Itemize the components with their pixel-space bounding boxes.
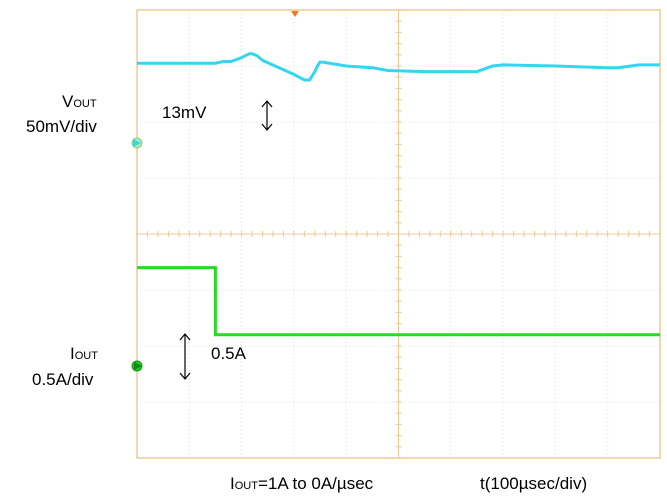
- vout-ground-marker: [131, 137, 143, 149]
- trigger-position-marker: [291, 11, 299, 17]
- vout-step-annotation: 13mV: [162, 103, 207, 122]
- vout-step-arrow: [261, 100, 273, 131]
- condition-rest: =1A to 0A/µsec: [257, 474, 374, 493]
- iout-label-main: I: [70, 344, 75, 363]
- graticule-grid: [136, 9, 661, 459]
- x-axis-label: t(100µsec/div): [480, 474, 588, 493]
- plot-frame: [136, 9, 661, 459]
- vout-scale-label: 50mV/div: [26, 117, 97, 136]
- vout-channel-label: VOUT: [62, 92, 97, 114]
- condition-main: I: [230, 474, 235, 493]
- iout-channel-label: IOUT: [70, 344, 98, 366]
- iout-scale-label: 0.5A/div: [32, 370, 94, 389]
- condition-sub: OUT: [234, 480, 258, 492]
- iout-ground-marker: [131, 360, 143, 372]
- load-step-condition-label: IOUT=1A to 0A/µsec: [230, 474, 373, 496]
- iout-label-sub: OUT: [74, 350, 98, 362]
- iout-trace: [137, 266, 660, 337]
- vout-label-sub: OUT: [73, 98, 97, 110]
- vout-label-main: V: [62, 92, 74, 111]
- iout-step-annotation: 0.5A: [211, 344, 246, 363]
- vout-trace: [137, 52, 660, 82]
- iout-step-arrow: [179, 333, 191, 380]
